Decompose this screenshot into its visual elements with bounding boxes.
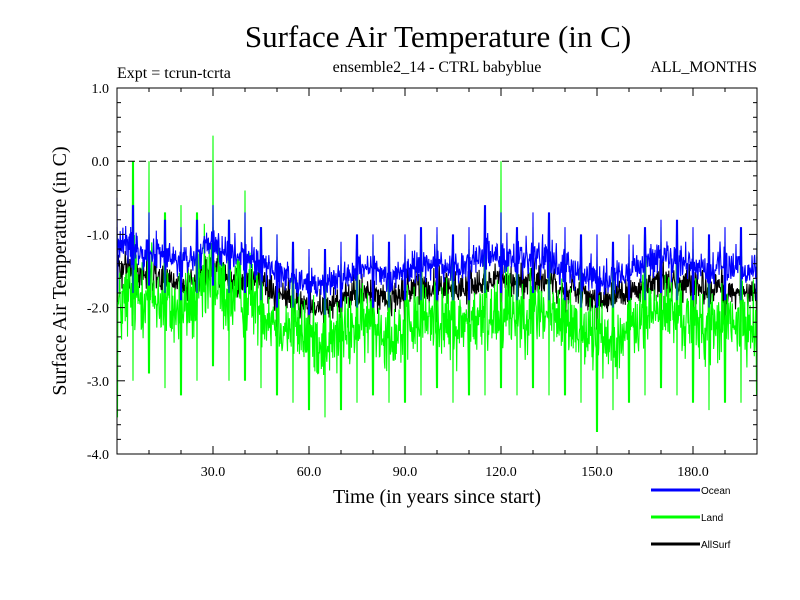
- y-tick-label: -2.0: [87, 302, 109, 317]
- x-tick-label: 90.0: [393, 465, 418, 480]
- x-tick-label: 150.0: [581, 465, 613, 480]
- y-tick-label: -3.0: [87, 375, 109, 390]
- x-tick-label: 60.0: [297, 465, 322, 480]
- legend: Ocean Land AllSurf: [651, 486, 731, 551]
- chart-title: Surface Air Temperature (in C): [245, 19, 631, 54]
- series-line-ocean: [116, 197, 758, 315]
- legend-label-allsurf: AllSurf: [701, 540, 731, 551]
- x-tick-label: 30.0: [201, 465, 226, 480]
- x-tick-label: 120.0: [485, 465, 517, 480]
- y-axis-label: Surface Air Temperature (in C): [49, 146, 71, 395]
- legend-label-ocean: Ocean: [701, 486, 730, 497]
- y-tick-label: -1.0: [87, 228, 109, 243]
- y-tick-label: 0.0: [92, 155, 110, 170]
- legend-label-land: Land: [701, 513, 723, 524]
- plot-area: 30.0 60.0 90.0 120.0 150.0 180.0 1.0 0.0 -1.0 -2…: [87, 82, 758, 480]
- series-layer: [116, 135, 758, 433]
- y-tick-label: 1.0: [92, 82, 110, 97]
- x-axis-ticks: 30.0 60.0 90.0 120.0 150.0 180.0: [116, 88, 758, 480]
- subtitle-ensemble: ensemble2_14 - CTRL babyblue: [333, 59, 542, 76]
- subtitle-months: ALL_MONTHS: [650, 59, 757, 76]
- x-axis-label: Time (in years since start): [333, 486, 541, 508]
- x-tick-label: 180.0: [677, 465, 709, 480]
- subtitle-experiment: Expt = tcrun-tcrta: [117, 65, 231, 82]
- y-axis-ticks: 1.0 0.0 -1.0 -2.0 -3.0 -4.0: [87, 82, 757, 463]
- y-tick-label: -4.0: [87, 448, 109, 463]
